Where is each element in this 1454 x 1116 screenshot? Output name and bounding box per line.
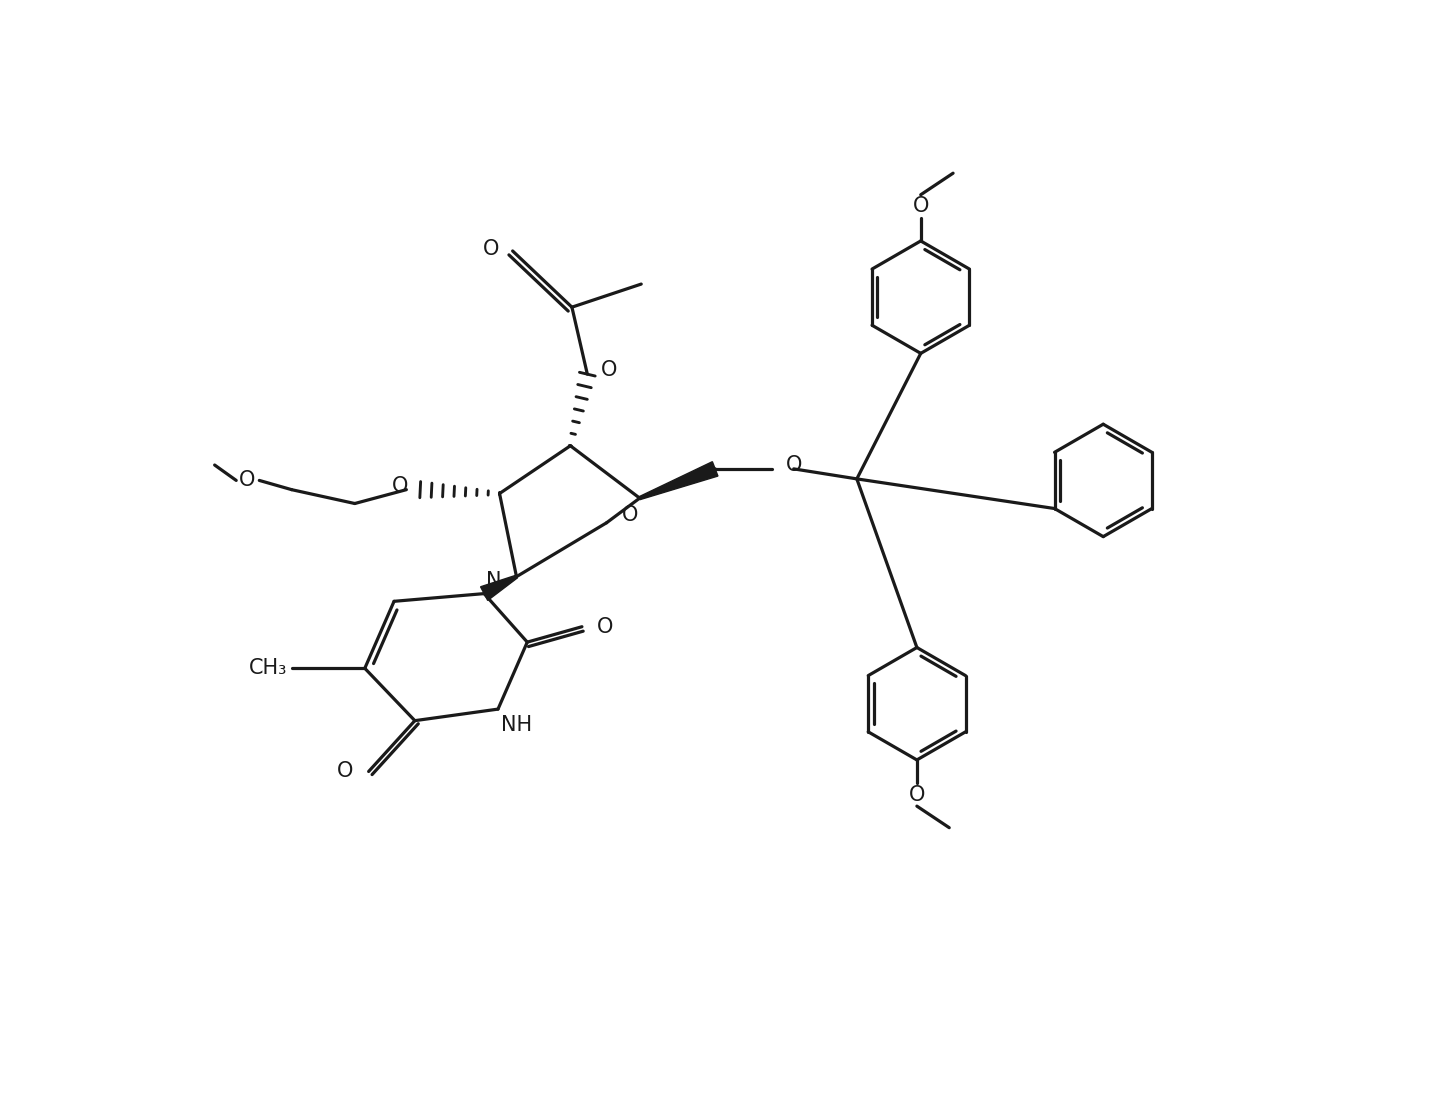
Text: O: O [238, 471, 254, 490]
Text: O: O [337, 761, 353, 781]
Polygon shape [640, 462, 718, 500]
Text: O: O [787, 455, 803, 475]
Text: O: O [483, 240, 499, 259]
Text: O: O [598, 617, 614, 637]
Text: NH: NH [502, 714, 532, 734]
Text: O: O [622, 506, 638, 525]
Text: O: O [601, 360, 618, 381]
Text: O: O [393, 475, 409, 496]
Polygon shape [481, 576, 518, 600]
Text: O: O [913, 195, 929, 215]
Text: CH₃: CH₃ [249, 658, 286, 679]
Text: O: O [909, 786, 925, 806]
Text: N: N [487, 571, 502, 591]
